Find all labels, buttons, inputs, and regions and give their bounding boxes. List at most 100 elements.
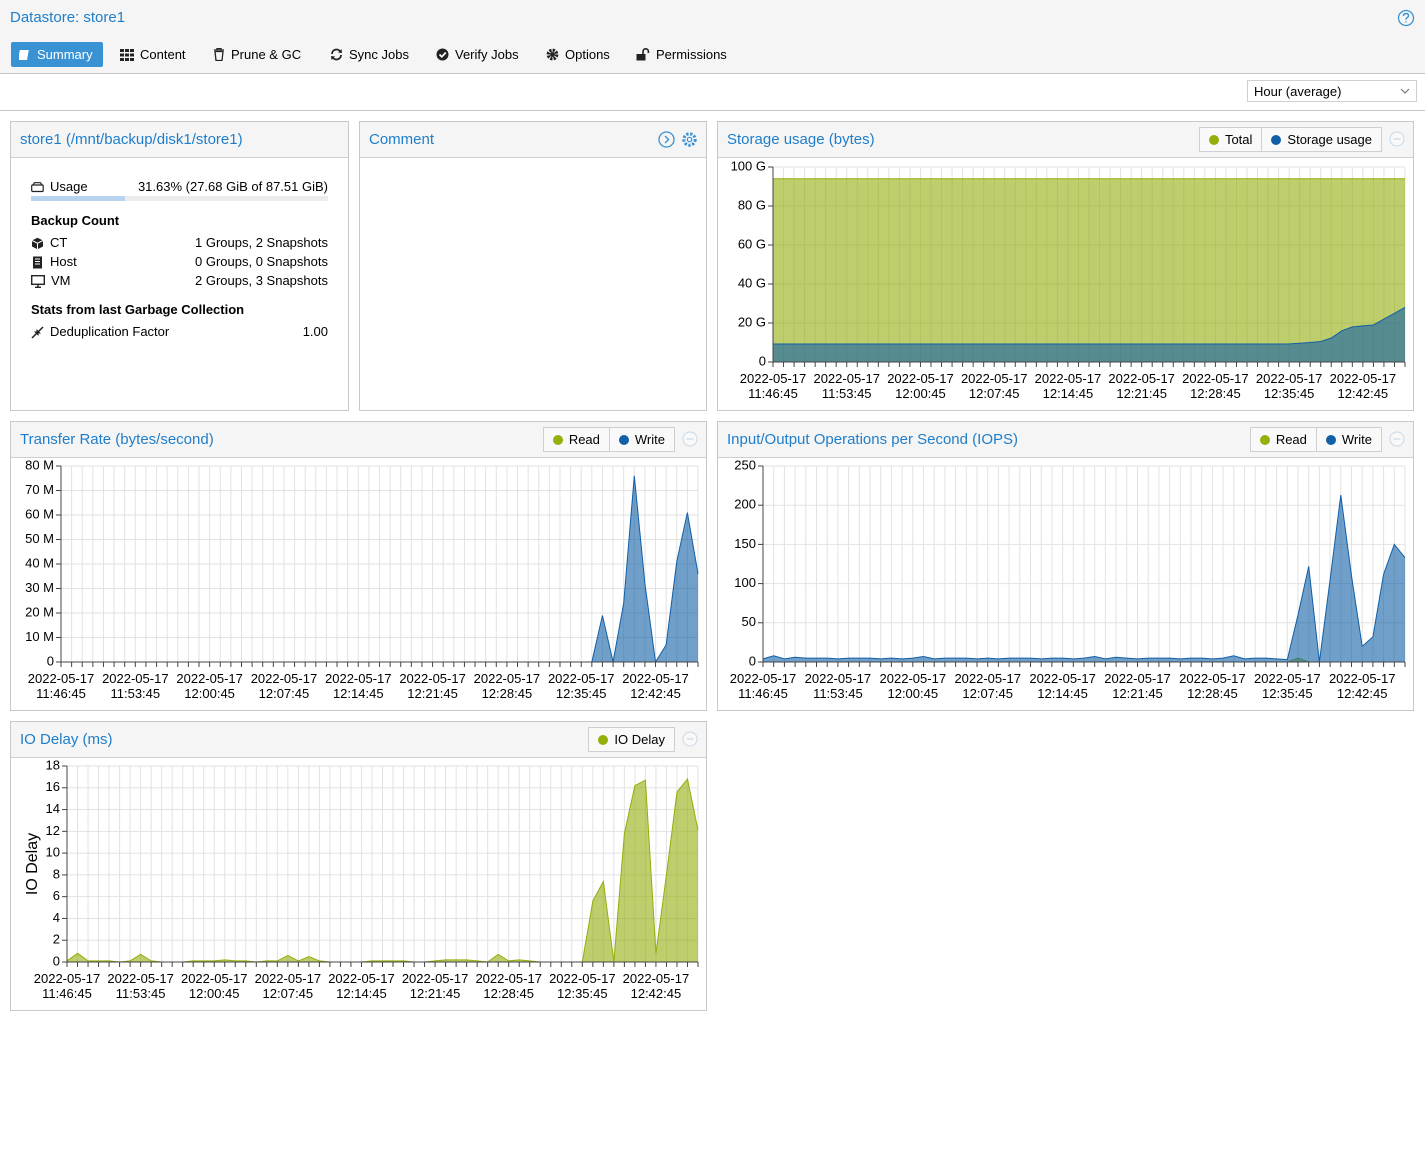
chart-plot: 0 2 4 6 8 10 12 14 16 18 IO Delay <box>24 757 699 968</box>
x-tick-label: 2022-05-17 12:21:45 <box>1108 371 1175 401</box>
legend-label: Read <box>568 432 600 447</box>
legend-label: Read <box>1275 432 1307 447</box>
area-fill <box>773 307 1405 362</box>
legend-item[interactable]: Read <box>542 427 610 452</box>
collapse-button[interactable] <box>1389 131 1405 147</box>
tab-label: Summary <box>37 47 93 62</box>
tab[interactable]: Permissions <box>628 42 735 67</box>
y-tick-label: 0 <box>759 353 766 368</box>
usage-track <box>31 196 328 201</box>
edit-button[interactable] <box>658 131 675 148</box>
legend: IO Delay <box>588 727 675 752</box>
x-tick-label: 2022-05-17 11:53:45 <box>804 671 872 701</box>
tab[interactable]: Summary <box>11 42 103 67</box>
y-tick-label: 20 G <box>738 314 766 329</box>
legend-label: Storage usage <box>1287 132 1372 147</box>
panel-body <box>360 157 706 410</box>
tab[interactable]: Options <box>538 42 618 67</box>
x-tick-label: 2022-05-17 12:28:45 <box>1179 671 1246 701</box>
toolbar: Hour (average) <box>0 74 1425 111</box>
y-tick-label: 10 <box>46 845 60 860</box>
y-tick-label: 60 M <box>25 506 54 521</box>
legend-item[interactable]: Write <box>608 427 675 452</box>
chart-panel: Transfer Rate (bytes/second) Read Write 0 1… <box>10 421 707 711</box>
area-fill <box>763 495 1405 662</box>
tab-label: Prune & GC <box>231 47 302 62</box>
usage-label: Usage <box>50 179 88 194</box>
tab[interactable]: Prune & GC <box>205 42 309 67</box>
y-tick-label: 20 M <box>25 604 54 619</box>
y-tick-label: 0 <box>53 953 60 968</box>
x-tick-label: 2022-05-17 11:46:45 <box>739 371 807 401</box>
panel-header: Comment <box>360 122 706 158</box>
legend-label: Total <box>1224 132 1253 147</box>
x-tick-label: 2022-05-17 12:35:45 <box>547 671 615 701</box>
tab[interactable]: Sync Jobs <box>322 42 417 67</box>
chart-panel: IO Delay (ms) IO Delay 0 2 4 6 8 10 12 14 16 18 IO … <box>10 721 707 1011</box>
x-tick-label: 2022-05-17 12:14:45 <box>328 971 395 1001</box>
y-tick-label: 200 <box>734 497 756 512</box>
tab-label: Verify Jobs <box>455 47 519 62</box>
section-heading: Backup Count <box>31 213 120 228</box>
chart-body: 0 20 G 40 G 60 G 80 G 100 G 2022-05-17 11:46:4… <box>718 157 1413 410</box>
x-tick-label: 2022-05-17 12:14:45 <box>1034 371 1102 401</box>
legend-marker <box>1208 134 1219 145</box>
gc-label: Deduplication Factor <box>50 324 170 339</box>
chart-plot: 0 10 M 20 M 30 M 40 M 50 M 60 M 70 M 80 M <box>25 457 699 668</box>
chart-title: IO Delay (ms) <box>20 731 113 748</box>
panel-header: Storage usage (bytes) Total Storage usage <box>718 122 1413 158</box>
x-tick-label: 2022-05-17 12:42:45 <box>1329 371 1397 401</box>
area-fill <box>67 779 698 962</box>
x-tick-label: 2022-05-17 12:21:45 <box>399 671 466 701</box>
settings-button[interactable] <box>681 131 698 148</box>
x-tick-label: 2022-05-17 11:46:45 <box>27 671 95 701</box>
panel-header: Transfer Rate (bytes/second) Read Write <box>11 422 706 458</box>
x-tick-label: 2022-05-17 12:00:45 <box>180 971 248 1001</box>
legend-item[interactable]: Storage usage <box>1261 127 1382 152</box>
legend-marker <box>618 434 629 445</box>
count-row: CT 1 Groups, 2 Snapshots <box>31 235 328 251</box>
collapse-button[interactable] <box>682 731 698 747</box>
timeframe-value: Hour (average) <box>1254 84 1342 99</box>
y-tick-label: 0 <box>749 653 756 668</box>
tab[interactable]: Content <box>112 42 194 67</box>
usage-bar <box>31 196 125 201</box>
timeframe-select[interactable]: Hour (average) <box>1247 80 1417 102</box>
y-tick-label: 80 M <box>25 457 54 472</box>
y-tick-label: 6 <box>53 888 60 903</box>
x-tick-label: 2022-05-17 12:07:45 <box>250 671 318 701</box>
gc-row: Deduplication Factor 1.00 <box>31 324 328 340</box>
help-button[interactable] <box>1397 9 1415 27</box>
collapse-button[interactable] <box>1389 431 1405 447</box>
legend-marker <box>598 734 609 745</box>
y-tick-label: 16 <box>46 779 60 794</box>
legend-item[interactable]: Read <box>1249 427 1317 452</box>
panel-title: store1 (/mnt/backup/disk1/store1) <box>20 131 243 148</box>
y-tick-label: 60 G <box>738 236 766 251</box>
legend: Read Write <box>542 427 675 452</box>
legend: Total Storage usage <box>1198 127 1382 152</box>
legend-marker <box>1259 434 1270 445</box>
x-tick-label: 2022-05-17 12:21:45 <box>401 971 469 1001</box>
comment-panel: Comment <box>359 121 707 411</box>
legend-item[interactable]: Total <box>1198 127 1263 152</box>
y-axis-label: IO Delay <box>24 833 41 895</box>
y-tick-label: 0 <box>47 653 54 668</box>
x-tick-label: 2022-05-17 11:46:45 <box>729 671 797 701</box>
legend-item[interactable]: Write <box>1315 427 1382 452</box>
x-tick-label: 2022-05-17 12:35:45 <box>1255 371 1323 401</box>
usage-row: Usage 31.63% (27.68 GiB of 87.51 GiB) <box>31 179 328 195</box>
x-tick-label: 2022-05-17 12:00:45 <box>887 371 954 401</box>
x-tick-label: 2022-05-17 12:07:45 <box>960 371 1028 401</box>
tab-label: Content <box>140 47 186 62</box>
tab-label: Permissions <box>656 47 727 62</box>
legend-item[interactable]: IO Delay <box>588 727 675 752</box>
chart-body: 0 50 100 150 200 250 2022-05-17 11:46:45 2022-0… <box>718 457 1413 710</box>
page-title: Datastore: store1 <box>10 9 126 26</box>
panel-header: IO Delay (ms) IO Delay <box>11 722 706 758</box>
y-tick-label: 100 <box>734 575 756 590</box>
tab[interactable]: Verify Jobs <box>428 42 527 67</box>
x-tick-label: 2022-05-17 12:00:45 <box>879 671 947 701</box>
x-tick-label: 2022-05-17 12:42:45 <box>622 971 690 1001</box>
collapse-button[interactable] <box>682 431 698 447</box>
